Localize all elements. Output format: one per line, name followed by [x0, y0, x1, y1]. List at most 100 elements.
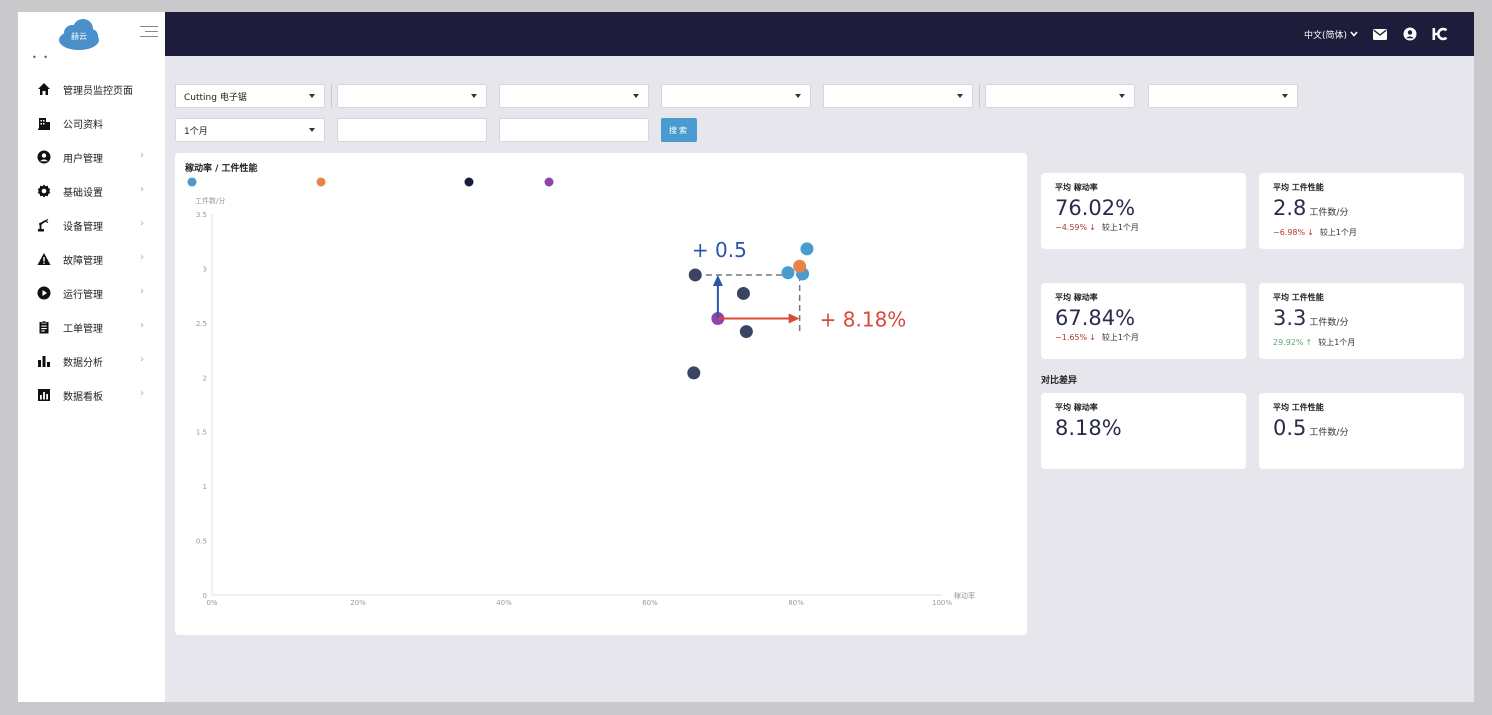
arrow-down-icon: ↓ [1307, 228, 1314, 237]
sidebar-item-label: 运行管理 [63, 289, 103, 301]
arrow-right-head [788, 313, 800, 324]
filter-divider [331, 84, 332, 108]
arrow-down-icon: ↓ [1089, 223, 1096, 232]
legend-marker [187, 177, 197, 187]
stat-compare-label: 较上1个月 [1101, 223, 1139, 232]
logo[interactable]: 赫云 [56, 18, 102, 52]
filter-select-6[interactable] [985, 84, 1135, 108]
brand-hc-icon[interactable] [1432, 26, 1448, 42]
annotation-y-delta: + 0.5 [692, 238, 747, 262]
robot-arm-icon [37, 218, 51, 232]
home-icon [37, 82, 51, 96]
device-select-value: Cutting 电子锯 [184, 92, 247, 103]
diff-section-title: 对比差异 [1041, 376, 1078, 386]
y-tick-label: 1.5 [196, 429, 207, 437]
annotation-x-delta: + 8.18% [820, 308, 907, 332]
sidebar-item-basic-settings[interactable]: 基础设置 › [18, 174, 165, 208]
stat-label: 平均 工件性能 [1273, 293, 1324, 302]
y-tick-label: 2.5 [196, 320, 207, 328]
stat-change: −4.59% ↓ 较上1个月 [1055, 222, 1232, 233]
sidebar-item-label: 用户管理 [63, 153, 103, 165]
sidebar-item-admin-monitor[interactable]: 管理员监控页面 [18, 72, 165, 106]
app-window: 赫云 • • 管理员监控页面 公司资料 用户管理 › 基础设置 › [18, 12, 1474, 702]
filter-select-4[interactable] [661, 84, 811, 108]
top-bar-actions: 中文(简体) [1304, 12, 1448, 56]
sidebar-item-label: 公司资料 [63, 119, 103, 131]
y-tick-label: 0.5 [196, 538, 207, 546]
start-date-input[interactable] [337, 118, 487, 142]
search-button[interactable]: 搜索 [661, 118, 697, 142]
stat-value: 8.18% [1055, 416, 1122, 440]
filter-select-3[interactable] [499, 84, 649, 108]
x-tick-label: 0% [206, 599, 217, 607]
cog-icon [37, 184, 51, 198]
sidebar-item-users[interactable]: 用户管理 › [18, 140, 165, 174]
mail-icon[interactable] [1372, 26, 1388, 42]
language-selector[interactable]: 中文(简体) [1304, 28, 1358, 41]
end-date-input[interactable] [499, 118, 649, 142]
sidebar-item-operations[interactable]: 运行管理 › [18, 276, 165, 310]
stat-card-performance-previous: 平均 工件性能 3.3 工件数/分 29.92% ↑ 较上1个月 [1259, 283, 1464, 359]
device-select[interactable]: Cutting 电子锯 [175, 84, 325, 108]
chevron-right-icon: › [140, 184, 144, 195]
sidebar-item-label: 设备管理 [63, 221, 103, 233]
user-account-icon[interactable] [1402, 26, 1418, 42]
y-tick-label: 2 [203, 374, 207, 382]
stat-change: −6.98% ↓ 较上1个月 [1273, 227, 1450, 238]
stat-label: 平均 稼动率 [1055, 403, 1098, 412]
arrow-up-icon: ↑ [1305, 338, 1313, 347]
stat-compare-label: 较上1个月 [1319, 228, 1357, 237]
caret-down-icon [633, 94, 639, 98]
stat-value: 2.8 [1273, 196, 1307, 220]
user-circle-icon [37, 150, 51, 164]
sidebar-nav: 管理员监控页面 公司资料 用户管理 › 基础设置 › 设备管理 › [18, 72, 165, 412]
filter-select-2[interactable] [337, 84, 487, 108]
stat-change-value: −4.59% [1055, 223, 1088, 232]
y-axis-label: 工件数/分 [195, 196, 225, 205]
arrow-up-head [712, 274, 723, 286]
filter-select-7[interactable] [1148, 84, 1298, 108]
stat-unit: 工件数/分 [1309, 428, 1349, 438]
chevron-right-icon: › [140, 252, 144, 263]
top-bar: 中文(简体) [165, 12, 1474, 56]
sidebar: 赫云 • • 管理员监控页面 公司资料 用户管理 › 基础设置 › [18, 12, 165, 702]
chevron-down-icon [1350, 31, 1358, 37]
menu-toggle-icon[interactable] [140, 26, 158, 40]
stat-label: 平均 工件性能 [1273, 183, 1324, 192]
play-icon [37, 286, 51, 300]
data-point [736, 286, 750, 300]
dashboard-icon [37, 388, 51, 402]
stat-change: 29.92% ↑ 较上1个月 [1273, 337, 1450, 348]
sidebar-item-label: 数据看板 [63, 391, 103, 403]
stat-card-performance-diff: 平均 工件性能 0.5 工件数/分 [1259, 393, 1464, 469]
data-point [687, 366, 701, 380]
data-point [793, 259, 807, 273]
sidebar-item-data-analysis[interactable]: 数据分析 › [18, 344, 165, 378]
sidebar-item-label: 数据分析 [63, 357, 103, 369]
stat-unit: 工件数/分 [1309, 208, 1349, 218]
stat-change-value: −1.65% [1055, 333, 1088, 342]
scatter-chart: 0 0.5 1 1.5 2 2.5 3 3.5 0% 20% 40% 60% 80% 100% 工件数/分稼… [187, 177, 975, 607]
data-point [688, 268, 702, 282]
chevron-right-icon: › [140, 320, 144, 331]
sidebar-item-dashboard[interactable]: 数据看板 › [18, 378, 165, 412]
stat-change-value: 29.92% [1273, 338, 1304, 347]
chevron-right-icon: › [140, 286, 144, 297]
arrow-down-icon: ↓ [1089, 333, 1096, 342]
language-label: 中文(简体) [1303, 30, 1347, 41]
main-content: Cutting 电子锯 1个月 搜索 稼动率 / 工件性能 0 0.5 1 1.5 2 2… [165, 56, 1474, 702]
chevron-right-icon: › [140, 218, 144, 229]
sidebar-item-work-orders[interactable]: 工单管理 › [18, 310, 165, 344]
sidebar-item-faults[interactable]: 故障管理 › [18, 242, 165, 276]
stat-card-utilization-diff: 平均 稼动率 8.18% [1041, 393, 1246, 469]
sidebar-item-label: 工单管理 [63, 323, 103, 335]
x-tick-label: 20% [350, 599, 366, 607]
period-select-value: 1个月 [184, 126, 208, 137]
stat-label: 平均 稼动率 [1055, 183, 1098, 192]
period-select[interactable]: 1个月 [175, 118, 325, 142]
sidebar-item-label: 基础设置 [63, 187, 103, 199]
sidebar-item-devices[interactable]: 设备管理 › [18, 208, 165, 242]
stat-label: 平均 工件性能 [1273, 403, 1324, 412]
filter-select-5[interactable] [823, 84, 973, 108]
sidebar-item-company[interactable]: 公司资料 [18, 106, 165, 140]
